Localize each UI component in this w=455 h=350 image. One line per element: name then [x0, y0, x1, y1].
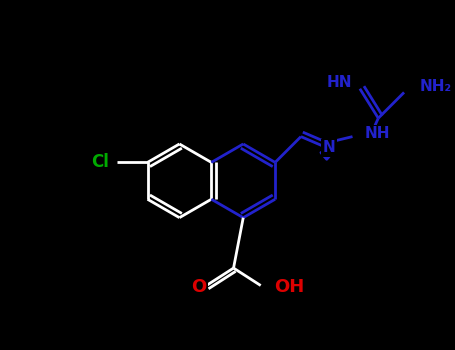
- Text: O: O: [191, 279, 206, 296]
- Text: HN: HN: [327, 75, 352, 90]
- Text: OH: OH: [274, 279, 304, 296]
- Text: N: N: [322, 140, 335, 155]
- Text: NH: NH: [364, 126, 389, 141]
- Text: Cl: Cl: [91, 153, 109, 172]
- Text: NH₂: NH₂: [420, 79, 452, 94]
